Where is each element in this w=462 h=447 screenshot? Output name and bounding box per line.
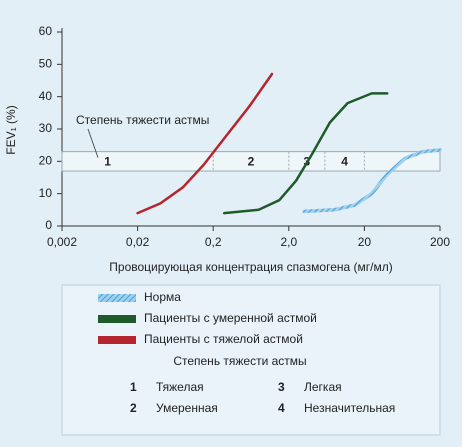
- x-tick-label: 0,02: [126, 235, 150, 249]
- legend-label: Норма: [144, 290, 181, 304]
- band-segment-label: 2: [248, 155, 255, 169]
- y-tick-label: 20: [39, 154, 53, 168]
- y-tick-label: 50: [39, 57, 53, 71]
- legend-panel: [61, 284, 441, 436]
- series-line: [136, 72, 274, 215]
- x-tick-label: 20: [358, 235, 372, 249]
- series-line: [222, 92, 389, 215]
- x-tick-label: 0,2: [205, 235, 222, 249]
- key-label: Умеренная: [156, 401, 218, 415]
- band-leader: [87, 128, 99, 158]
- legend-swatch: [98, 294, 136, 302]
- x-tick-label: 2,0: [280, 235, 297, 249]
- severity-band: [61, 151, 441, 172]
- y-tick-label: 10: [39, 186, 53, 200]
- band-label: Степень тяжести астмы: [76, 113, 209, 127]
- x-tick-label: 0,002: [47, 235, 77, 249]
- key-label: Незначительная: [304, 401, 395, 415]
- y-tick-label: 30: [39, 121, 53, 135]
- series-line: [302, 148, 442, 214]
- band-segment-label: 1: [104, 155, 111, 169]
- legend-label: Пациенты с умеренной астмой: [144, 311, 317, 325]
- key-number: 2: [130, 401, 137, 415]
- x-axis-label: Провоцирующая концентрация спазмогена (м…: [109, 260, 392, 274]
- key-number: 4: [278, 401, 285, 415]
- key-label: Тяжелая: [156, 380, 204, 394]
- band-segment-label: 4: [341, 155, 348, 169]
- x-tick-label: 200: [430, 235, 450, 249]
- key-title: Степень тяжести астмы: [173, 354, 306, 368]
- legend-swatch: [98, 336, 136, 344]
- legend-label: Пациенты с тяжелой астмой: [144, 332, 303, 346]
- y-tick-label: 40: [39, 89, 53, 103]
- key-label: Легкая: [304, 380, 342, 394]
- y-tick-label: 0: [45, 218, 52, 232]
- legend-swatch: [98, 315, 136, 323]
- key-number: 3: [278, 380, 285, 394]
- key-number: 1: [130, 380, 137, 394]
- y-tick-label: 60: [39, 24, 53, 38]
- y-axis-label: FEV₁ (%): [4, 105, 18, 154]
